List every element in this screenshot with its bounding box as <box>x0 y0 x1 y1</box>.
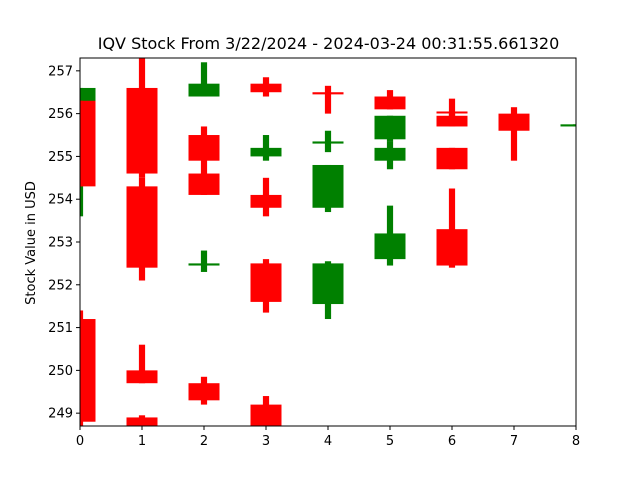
candle <box>250 259 282 313</box>
candle-wick <box>138 344 146 384</box>
x-tick-label: 6 <box>448 434 456 449</box>
candle-body <box>250 83 282 93</box>
x-tick-label: 4 <box>324 434 332 449</box>
x-tick-label: 7 <box>510 434 518 449</box>
candle-body <box>436 147 468 170</box>
candle <box>250 396 282 426</box>
candle <box>126 58 158 178</box>
candle-body <box>250 194 282 208</box>
candle-body <box>436 111 468 114</box>
candle <box>188 376 220 405</box>
y-tick-label: 250 <box>48 364 73 379</box>
candle <box>188 126 220 174</box>
x-tick-label: 3 <box>262 434 270 449</box>
candle-body <box>126 186 158 268</box>
candle-body <box>188 135 220 161</box>
candle <box>312 261 344 320</box>
candle-body <box>436 115 468 127</box>
candle <box>80 310 96 426</box>
candle <box>374 90 406 110</box>
candle-body <box>188 173 220 195</box>
x-tick-label: 5 <box>386 434 394 449</box>
candle-body <box>126 87 158 174</box>
candle-body <box>436 229 468 266</box>
candle <box>374 115 406 142</box>
candle <box>188 250 220 272</box>
y-tick-label: 251 <box>48 321 73 336</box>
candle-body <box>374 147 406 161</box>
candle-body <box>126 370 158 384</box>
x-tick-label: 0 <box>76 434 84 449</box>
candle <box>188 173 220 195</box>
chart-title: IQV Stock From 3/22/2024 - 2024-03-24 00… <box>98 34 560 53</box>
candle <box>560 124 576 127</box>
candle-wick <box>510 107 518 161</box>
plot-frame <box>79 57 577 427</box>
candle-body <box>188 263 220 266</box>
candle-body <box>312 92 344 95</box>
candle-body <box>188 383 220 401</box>
y-tick-label: 253 <box>48 236 73 251</box>
candle-body <box>560 124 576 127</box>
candle-body <box>312 263 344 305</box>
candle <box>126 344 158 384</box>
candle-body <box>126 417 158 426</box>
x-tick-label: 1 <box>138 434 146 449</box>
candle-body <box>374 96 406 110</box>
candle-body <box>312 141 344 144</box>
y-tick-label: 255 <box>48 150 73 165</box>
candle-body <box>80 100 96 187</box>
candle-wick <box>324 85 332 114</box>
candle <box>80 100 96 187</box>
candle <box>374 205 406 266</box>
y-axis-ticks: 249 250 251 252 253 254 255 256 257 <box>48 64 80 422</box>
candle-body <box>250 404 282 426</box>
candle <box>374 141 406 170</box>
candle-wick <box>200 62 208 97</box>
y-tick-label: 252 <box>48 278 73 293</box>
candle <box>250 135 282 161</box>
candle <box>126 177 158 281</box>
candle-body <box>80 319 96 422</box>
candle <box>188 62 220 97</box>
candle <box>312 130 344 153</box>
y-tick-label: 249 <box>48 407 73 422</box>
candle <box>498 107 530 161</box>
candle <box>436 113 468 127</box>
candle-body <box>250 147 282 157</box>
candle-body <box>374 233 406 260</box>
candle <box>436 147 468 170</box>
y-tick-label: 257 <box>48 64 73 79</box>
candle-body <box>498 113 530 131</box>
x-axis-ticks: 0 1 2 3 4 5 6 7 8 <box>76 426 580 449</box>
y-tick-label: 254 <box>48 193 73 208</box>
candle-body <box>374 115 406 140</box>
candle-body <box>188 83 220 97</box>
plot-area <box>80 58 576 426</box>
candle <box>436 188 468 268</box>
candle-body <box>250 263 282 302</box>
y-tick-label: 256 <box>48 107 73 122</box>
candle <box>126 415 158 426</box>
y-axis-label: Stock Value in USD <box>24 181 39 305</box>
candle <box>312 85 344 114</box>
candle-wick <box>448 188 456 268</box>
candle-body <box>312 164 344 208</box>
candle <box>312 164 344 213</box>
candle <box>250 177 282 217</box>
candle-wick <box>200 250 208 272</box>
x-tick-label: 8 <box>572 434 580 449</box>
x-tick-label: 2 <box>200 434 208 449</box>
candle <box>436 98 468 127</box>
candle <box>250 77 282 97</box>
